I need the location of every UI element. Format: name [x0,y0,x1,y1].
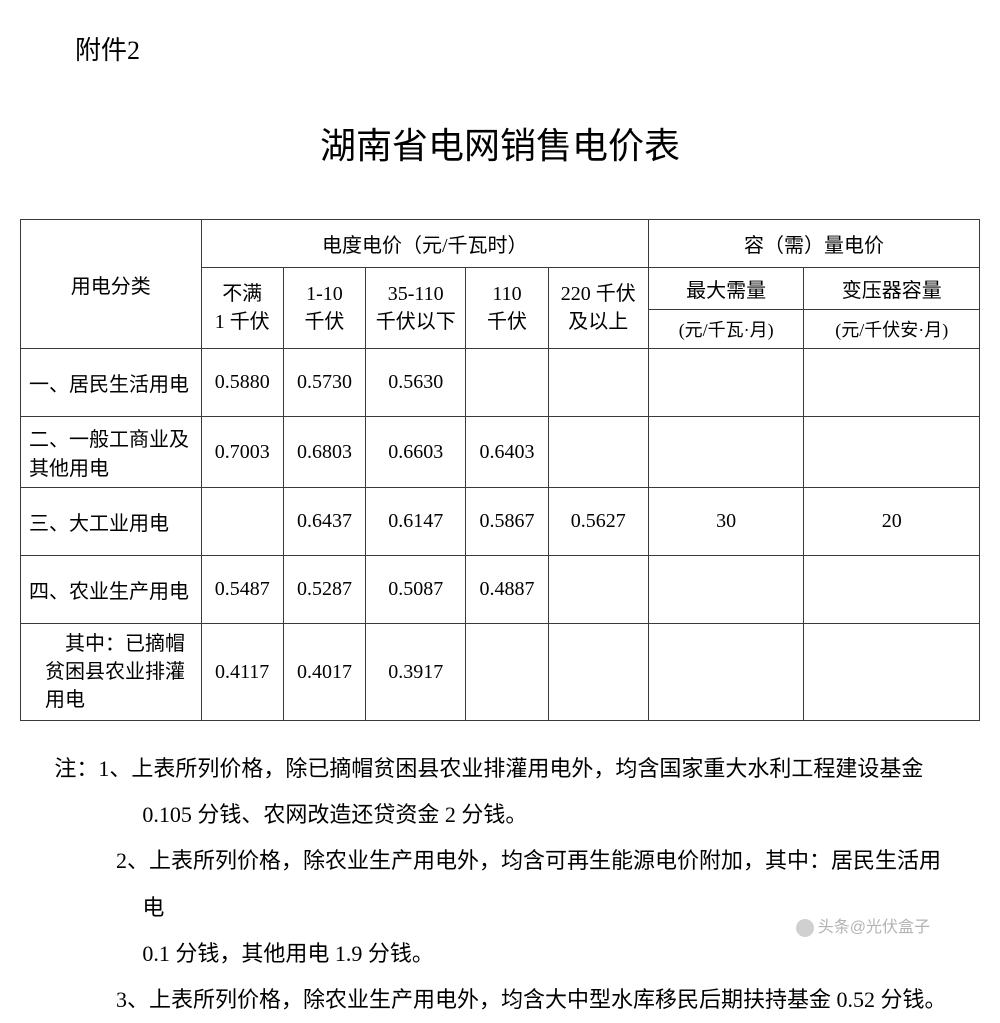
cell-value: 0.5867 [466,488,548,556]
cell-value: 0.5627 [548,488,648,556]
header-max-demand-unit: (元/千瓦·月) [648,310,803,349]
cell-value: 0.5630 [366,349,466,417]
attachment-label: 附件2 [75,30,980,67]
page-title: 湖南省电网销售电价表 [20,117,980,169]
cell-category: 三、大工业用电 [21,488,202,556]
cell-value: 0.5087 [366,556,466,624]
cell-value: 0.5487 [201,556,283,624]
table-row: 三、大工业用电 0.6437 0.6147 0.5867 0.5627 30 2… [21,488,980,556]
header-max-demand: 最大需量 [648,268,803,310]
table-row: 二、一般工商业及其他用电 0.7003 0.6803 0.6603 0.6403 [21,417,980,488]
note-text: 1、上表所列价格，除已摘帽贫困县农业排灌用电外，均含国家重大水利工程建设基金 [98,756,923,781]
note-line: 注：1、上表所列价格，除已摘帽贫困县农业排灌用电外，均含国家重大水利工程建设基金 [50,746,950,792]
cell-value [648,417,803,488]
cell-value: 0.3917 [366,624,466,721]
cell-value: 0.6403 [466,417,548,488]
cell-value: 0.6147 [366,488,466,556]
cell-value [466,349,548,417]
cell-value: 30 [648,488,803,556]
cell-value: 20 [804,488,980,556]
cell-value [548,556,648,624]
table-row: 一、居民生活用电 0.5880 0.5730 0.5630 [21,349,980,417]
note-line: 3、上表所列价格，除农业生产用电外，均含大中型水库移民后期扶持基金 0.52 分… [50,977,950,1023]
note-prefix: 注： [54,756,98,781]
cell-value [548,624,648,721]
cell-value: 0.5880 [201,349,283,417]
header-category: 用电分类 [21,220,202,349]
cell-value: 0.6603 [366,417,466,488]
cell-value [548,349,648,417]
note-line: 0.105 分钱、农网改造还贷资金 2 分钱。 [50,792,950,838]
cell-value: 0.5287 [283,556,365,624]
header-v3: 35-110千伏以下 [366,268,466,349]
cell-value: 0.4117 [201,624,283,721]
header-transformer: 变压器容量 [804,268,980,310]
watermark-icon [796,919,814,937]
cell-value [804,624,980,721]
cell-value: 0.7003 [201,417,283,488]
note-line: 0.1 分钱，其他用电 1.9 分钱。 [50,931,950,977]
cell-value [804,417,980,488]
cell-value [804,556,980,624]
cell-value [648,556,803,624]
price-table: 用电分类 电度电价（元/千瓦时） 容（需）量电价 不满1 千伏 1-10千伏 3… [20,219,980,721]
cell-category: 四、农业生产用电 [21,556,202,624]
cell-value [804,349,980,417]
cell-value: 0.6437 [283,488,365,556]
watermark-text: 头条@光伏盒子 [818,919,930,936]
cell-category: 二、一般工商业及其他用电 [21,417,202,488]
cell-value [648,624,803,721]
cell-value: 0.6803 [283,417,365,488]
cell-value: 0.5730 [283,349,365,417]
cell-value [648,349,803,417]
cell-value [201,488,283,556]
header-v2: 1-10千伏 [283,268,365,349]
cell-value: 0.4887 [466,556,548,624]
table-row: 其中：已摘帽贫困县农业排灌用电 0.4117 0.4017 0.3917 [21,624,980,721]
cell-value [466,624,548,721]
header-transformer-unit: (元/千伏安·月) [804,310,980,349]
cell-category: 其中：已摘帽贫困县农业排灌用电 [21,624,202,721]
header-v5: 220 千伏及以上 [548,268,648,349]
header-v1: 不满1 千伏 [201,268,283,349]
cell-category: 一、居民生活用电 [21,349,202,417]
cell-value [548,417,648,488]
header-capacity-price-group: 容（需）量电价 [648,220,979,268]
table-row: 四、农业生产用电 0.5487 0.5287 0.5087 0.4887 [21,556,980,624]
header-energy-price-group: 电度电价（元/千瓦时） [201,220,648,268]
header-v4: 110千伏 [466,268,548,349]
notes-section: 注：1、上表所列价格，除已摘帽贫困县农业排灌用电外，均含国家重大水利工程建设基金… [50,746,950,1023]
cell-value: 0.4017 [283,624,365,721]
watermark: 头条@光伏盒子 [796,913,930,937]
table-header-row-1: 用电分类 电度电价（元/千瓦时） 容（需）量电价 [21,220,980,268]
